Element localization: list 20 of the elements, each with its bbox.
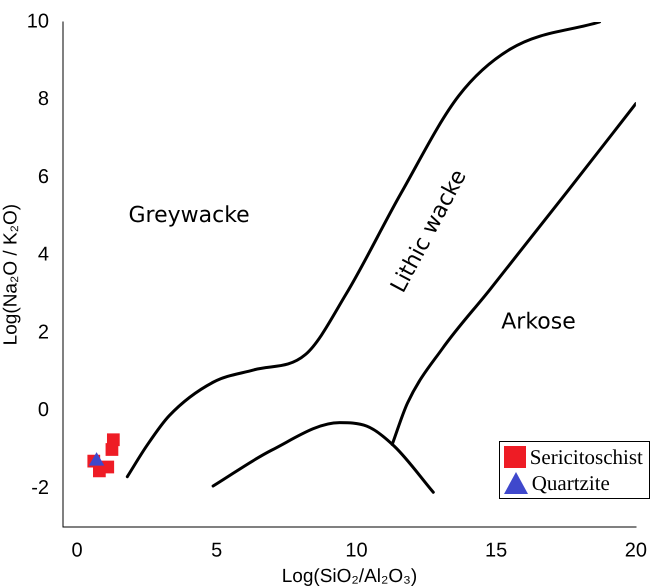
- legend-label: Sericitoschist: [530, 444, 643, 470]
- annotation: Greywacke: [128, 203, 250, 228]
- y-tick-label: 10: [26, 10, 50, 33]
- y-tick-label: 4: [38, 244, 50, 266]
- y-tick-label: 6: [38, 166, 50, 188]
- y-tick-label: 0: [38, 399, 50, 422]
- annotation: Arkose: [501, 309, 576, 334]
- x-tick-label: 5: [211, 540, 222, 562]
- x-tick-label: 20: [624, 540, 647, 562]
- y-axis-title: Log(Na₂O / K₂O): [0, 204, 22, 346]
- x-axis-title: Log(SiO₂/Al₂O₃): [282, 566, 418, 587]
- x-tick-label: 10: [345, 540, 368, 562]
- point: [106, 443, 118, 456]
- point: [93, 464, 106, 478]
- y-tick-label: 2: [38, 321, 50, 344]
- y-tick-label: -2: [31, 476, 50, 499]
- x-tick-label: 15: [485, 540, 508, 562]
- x-tick-label: 0: [71, 540, 83, 562]
- y-tick-label: 8: [38, 88, 50, 110]
- legend-label: Quartzite: [532, 470, 610, 496]
